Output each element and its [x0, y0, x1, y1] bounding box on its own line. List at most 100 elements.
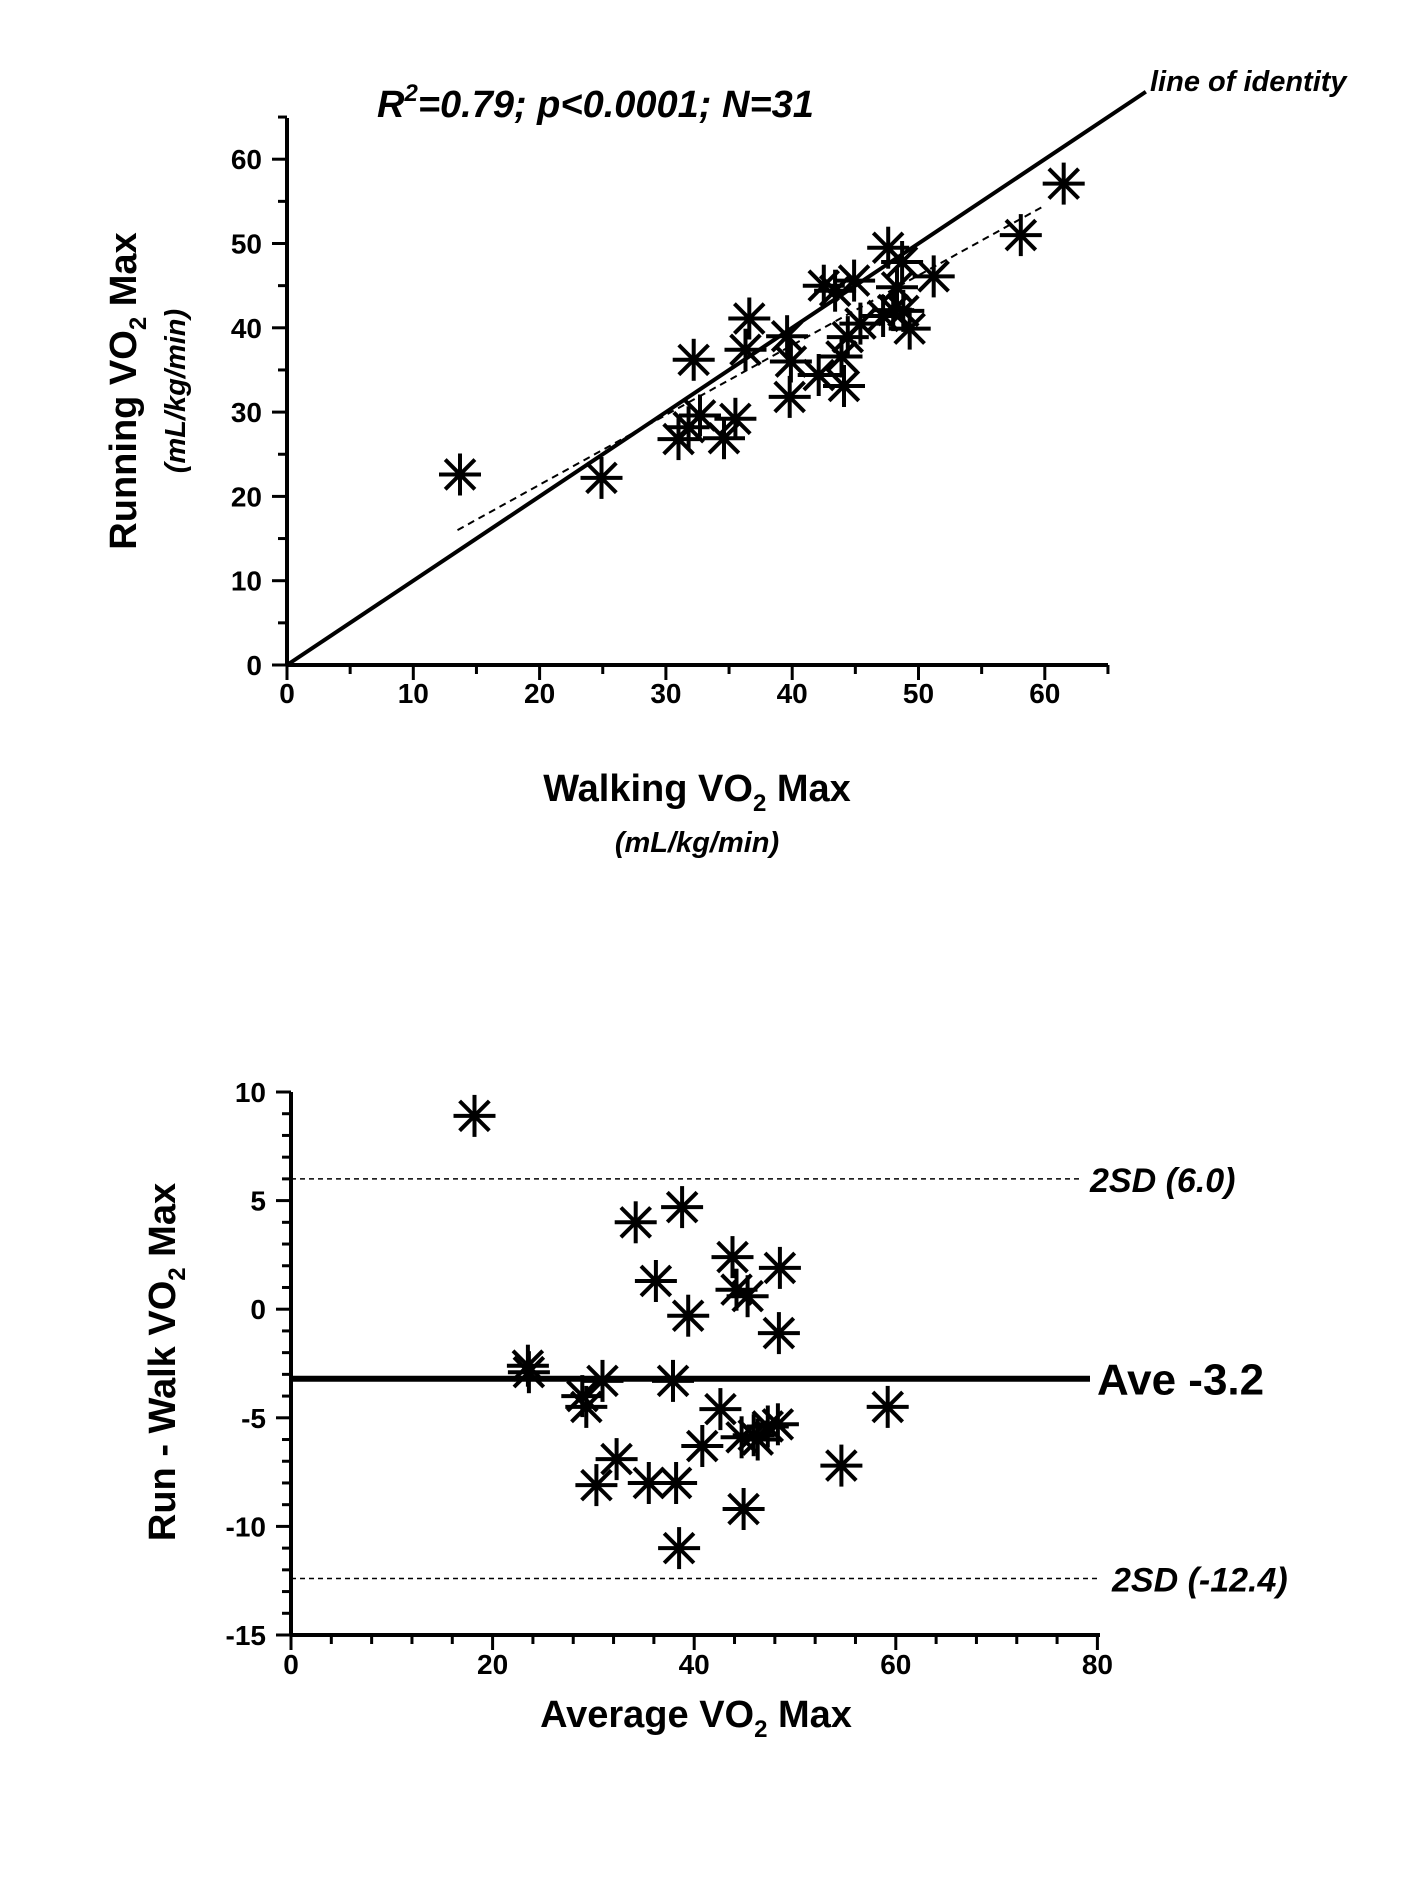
bottom-y-title-tail: Max: [142, 1183, 184, 1267]
top-y-tick-label: 50: [231, 229, 262, 260]
bottom-data-point: [758, 1246, 801, 1289]
lower-limit-label: 2SD (-12.4): [1111, 1562, 1288, 1600]
top-x-axis-title: Walking VO2 Max: [543, 768, 851, 817]
top-data-point: [882, 289, 925, 332]
top-data-point: [672, 338, 715, 381]
top-x-axis-unit: (mL/kg/min): [615, 827, 779, 859]
bottom-data-point: [667, 1294, 710, 1337]
mean-label: Ave -3.2: [1097, 1356, 1264, 1405]
top-data-point: [714, 397, 757, 440]
top-y-tick-label: 60: [231, 144, 262, 175]
top-x-tick-label: 20: [524, 678, 555, 709]
bottom-data-point: [699, 1388, 742, 1431]
top-y-title-tail: Max: [103, 232, 145, 316]
bottom-x-title-tail: Max: [767, 1694, 851, 1736]
bottom-y-title-main: Run - Walk VO: [142, 1281, 184, 1541]
top-x-tick-label: 40: [777, 678, 808, 709]
top-data-point: [724, 328, 767, 371]
top-x-tick-label: 50: [903, 678, 934, 709]
bottom-points: [453, 1094, 909, 1570]
top-y-title-main: Running VO: [103, 330, 145, 550]
bottom-x-tick-label: 60: [880, 1649, 911, 1680]
bottom-data-point: [756, 1403, 799, 1446]
top-data-point: [881, 241, 924, 283]
top-x-title-tail: Max: [766, 768, 850, 810]
bottom-panel: 0 20 40 60 80 -15 -10 -5 0 5 10 2SD (6.0) 2SD (-12…: [142, 1077, 1288, 1743]
fit-stats: =0.79; p<0.0001; N=31: [418, 84, 814, 126]
top-x-tick-label: 0: [279, 678, 295, 709]
top-y-tick-label: 40: [231, 313, 262, 344]
identity-line-label: line of identity: [1150, 66, 1348, 98]
top-y-tick-label: 0: [246, 650, 262, 681]
bottom-data-point: [652, 1359, 694, 1402]
bottom-data-point: [507, 1351, 550, 1394]
top-y-tick-label: 30: [231, 397, 262, 428]
top-y-title-sub: 2: [125, 317, 152, 330]
top-x-title-sub: 2: [753, 790, 766, 817]
top-data-point: [768, 375, 811, 418]
bottom-y-tick-label: 5: [250, 1186, 266, 1217]
identity-line: [285, 90, 1147, 667]
top-data-point: [888, 307, 931, 350]
bottom-y-title-sub: 2: [164, 1267, 191, 1280]
bottom-data-point: [655, 1462, 698, 1504]
top-y-tick-label: 10: [231, 566, 262, 597]
bottom-y-tick-label: 10: [235, 1077, 266, 1108]
bottom-data-point: [726, 1275, 769, 1318]
bottom-data-point: [757, 1312, 800, 1355]
bottom-y-tick-label: -10: [226, 1511, 266, 1542]
bottom-ticks: 0 20 40 60 80 -15 -10 -5 0 5 10: [226, 1077, 1113, 1680]
top-data-point: [728, 297, 771, 340]
top-data-point: [876, 266, 918, 309]
bottom-data-point: [820, 1444, 863, 1487]
top-x-tick-label: 10: [398, 678, 429, 709]
bottom-data-point: [581, 1359, 624, 1402]
bottom-data-point: [565, 1385, 608, 1428]
bottom-data-point: [453, 1094, 496, 1137]
top-data-point: [839, 302, 882, 345]
bottom-x-tick-label: 20: [477, 1649, 508, 1680]
bottom-data-point: [658, 1527, 701, 1570]
top-data-point: [833, 259, 876, 302]
bottom-x-title-main: Average VO: [540, 1694, 754, 1736]
regression-line: [457, 204, 1046, 531]
top-ticks: 0 10 20 30 40 50 60 0 10 20 30 40 50 60: [231, 115, 1110, 709]
bottom-x-title-sub: 2: [754, 1716, 767, 1743]
top-x-tick-label: 60: [1029, 678, 1060, 709]
top-y-tick-label: 20: [231, 481, 262, 512]
top-y-axis-unit: (mL/kg/min): [160, 309, 192, 473]
bottom-data-point: [866, 1385, 909, 1428]
bottom-data-point: [661, 1186, 704, 1229]
bottom-x-tick-label: 80: [1082, 1649, 1113, 1680]
bottom-y-tick-label: 0: [250, 1294, 266, 1325]
r-superscript: 2: [403, 80, 418, 107]
bottom-y-tick-label: -5: [241, 1403, 266, 1434]
bottom-data-point: [711, 1236, 754, 1279]
top-fit-annotation: R2=0.79; p<0.0001; N=31: [377, 80, 814, 126]
bottom-data-point: [681, 1425, 724, 1467]
top-x-tick-label: 30: [650, 678, 681, 709]
top-data-point: [1042, 162, 1085, 205]
bottom-data-point: [614, 1201, 657, 1244]
top-data-point: [912, 255, 955, 298]
top-x-title-main: Walking VO: [543, 768, 753, 810]
top-data-point: [769, 340, 812, 383]
bottom-data-point: [715, 1268, 758, 1311]
bottom-x-tick-label: 0: [283, 1649, 299, 1680]
bottom-data-point: [575, 1464, 618, 1507]
bottom-y-axis-title: Run - Walk VO2 Max: [142, 1183, 191, 1541]
top-data-point: [999, 214, 1042, 257]
r-symbol: R: [377, 84, 405, 126]
top-data-point: [439, 453, 481, 496]
bottom-y-tick-label: -15: [226, 1620, 266, 1651]
bottom-x-axis-title: Average VO2 Max: [540, 1694, 852, 1743]
top-data-point: [823, 365, 865, 407]
bottom-x-tick-label: 40: [679, 1649, 710, 1680]
top-y-axis-title: Running VO2 Max: [103, 232, 152, 549]
bottom-data-point: [595, 1438, 638, 1481]
upper-limit-label: 2SD (6.0): [1089, 1162, 1236, 1200]
top-data-point: [580, 456, 623, 499]
